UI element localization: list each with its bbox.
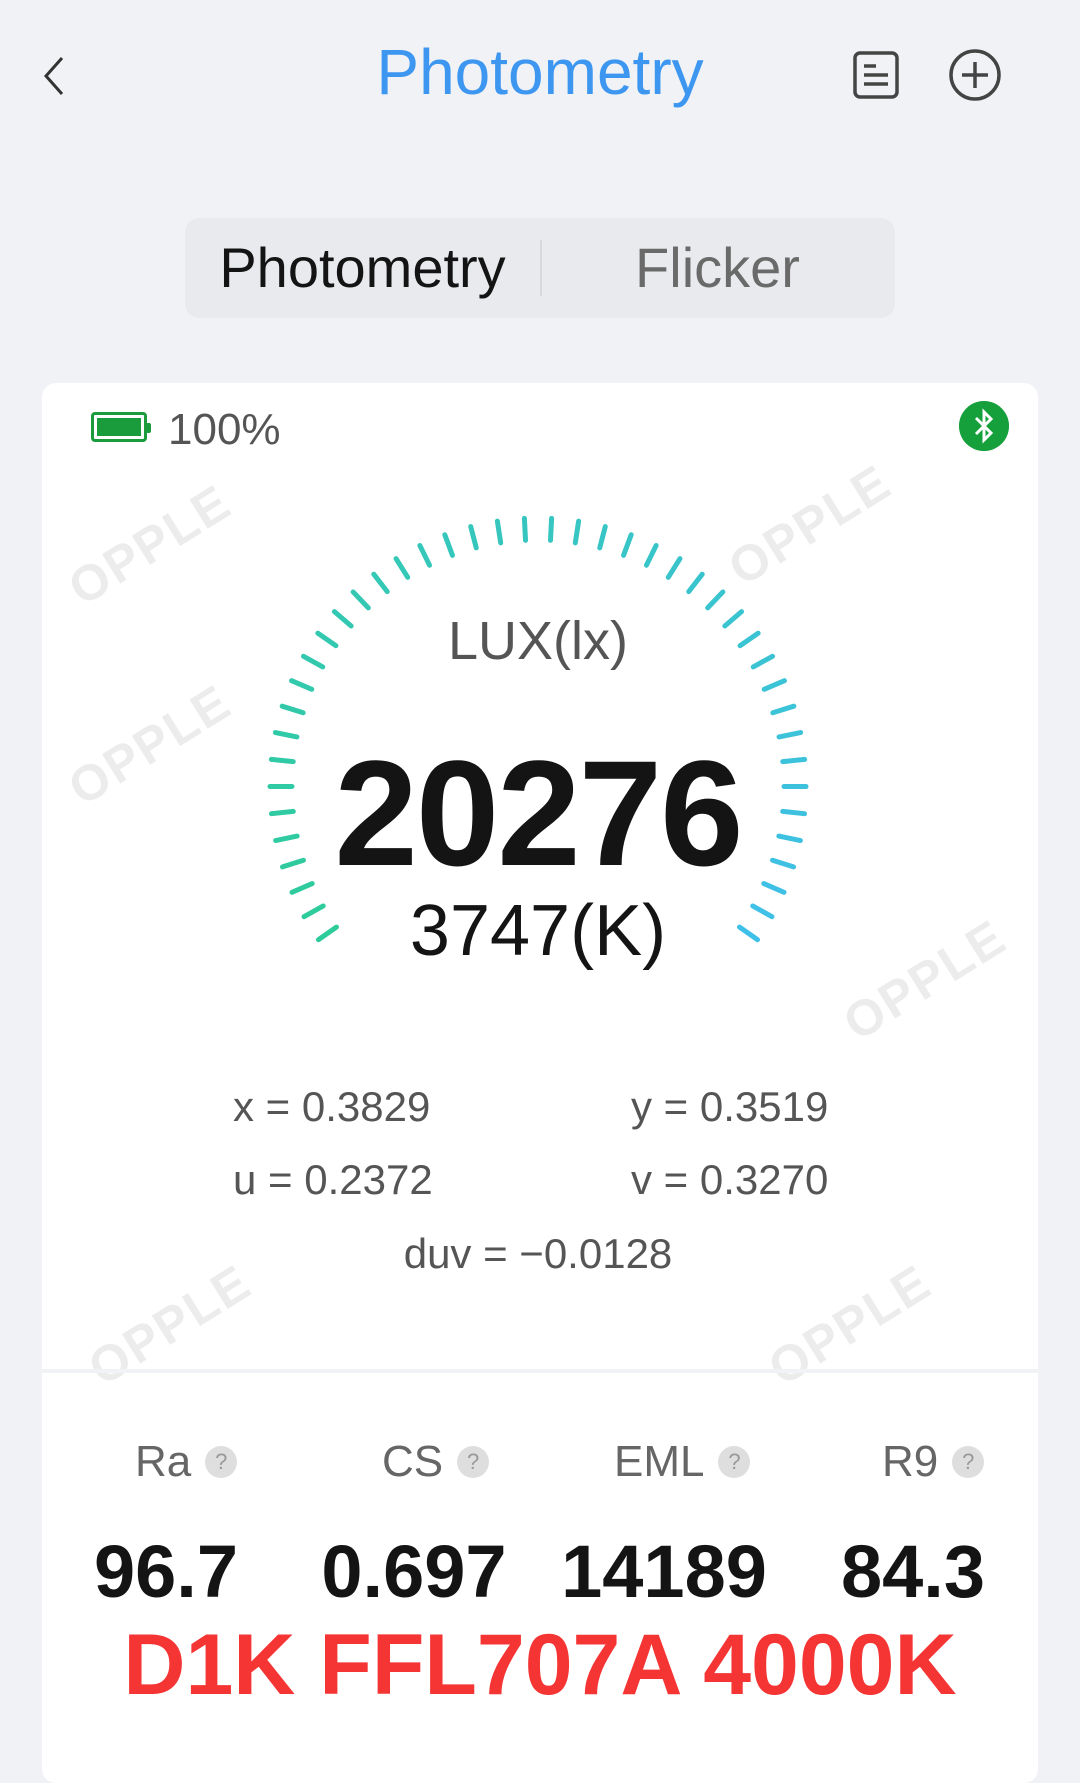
gauge-tick <box>524 518 525 540</box>
gauge-tick <box>708 592 723 608</box>
gauge-tick <box>773 860 794 867</box>
gauge-tick <box>764 681 784 690</box>
cct-value: 3747(K) <box>410 895 666 967</box>
gauge-tick <box>783 759 805 761</box>
metric-value-cs: 0.697 <box>304 1535 524 1609</box>
gauge-tick <box>773 706 794 713</box>
lux-value: 20276 <box>334 738 741 888</box>
gauge-tick <box>445 535 453 556</box>
gauge-tick <box>668 559 680 578</box>
gauge-tick <box>725 612 742 626</box>
metric-label-text: Ra <box>135 1440 191 1484</box>
gauge-tick <box>783 811 805 813</box>
gauge-tick <box>292 884 312 893</box>
gauge-tick <box>334 612 351 626</box>
model-caption: D1K FFL707A 4000K <box>0 1622 1080 1708</box>
metric-label-eml: EML? <box>614 1440 750 1484</box>
gauge-tick <box>303 656 322 667</box>
gauge-tick <box>624 535 632 556</box>
gauge-tick <box>753 906 772 917</box>
gauge-tick <box>374 574 387 591</box>
gauge-tick <box>764 884 784 893</box>
gauge-tick <box>353 592 368 608</box>
gauge-tick <box>646 545 656 565</box>
metric-label-text: CS <box>382 1440 443 1484</box>
metric-value-r9: 84.3 <box>803 1535 1023 1609</box>
section-divider <box>42 1369 1038 1373</box>
gauge-tick <box>740 927 758 940</box>
help-icon[interactable]: ? <box>718 1446 750 1478</box>
duv-value: duv = −0.0128 <box>404 1233 673 1275</box>
chromaticity-y: y = 0.3519 <box>631 1086 828 1128</box>
metric-value-eml: 14189 <box>554 1535 774 1609</box>
gauge-tick <box>550 518 551 540</box>
gauge-tick <box>271 759 293 761</box>
gauge-tick <box>304 906 323 917</box>
gauge-tick <box>318 927 336 940</box>
metric-label-cs: CS? <box>382 1440 489 1484</box>
gauge-tick <box>396 559 408 578</box>
gauge-tick <box>318 633 336 646</box>
lux-label: LUX(lx) <box>448 614 628 668</box>
gauge-tick <box>779 836 801 840</box>
metric-value-ra: 96.7 <box>56 1535 276 1609</box>
help-icon[interactable]: ? <box>952 1446 984 1478</box>
gauge-tick <box>753 656 772 667</box>
gauge-tick <box>275 733 297 737</box>
help-icon[interactable]: ? <box>457 1446 489 1478</box>
chromaticity-u: u = 0.2372 <box>233 1159 433 1201</box>
metric-label-ra: Ra? <box>135 1440 237 1484</box>
gauge-tick <box>600 527 606 548</box>
gauge-tick <box>575 521 578 543</box>
gauge-tick <box>497 521 500 543</box>
chromaticity-v: v = 0.3270 <box>631 1159 828 1201</box>
gauge-tick <box>689 574 702 591</box>
gauge-tick <box>271 811 293 813</box>
gauge-tick <box>282 860 303 867</box>
chromaticity-x: x = 0.3829 <box>233 1086 430 1128</box>
metric-label-text: R9 <box>882 1440 938 1484</box>
help-icon[interactable]: ? <box>205 1446 237 1478</box>
metric-label-text: EML <box>614 1440 704 1484</box>
gauge-tick <box>292 681 312 690</box>
gauge-tick <box>420 545 430 565</box>
gauge-tick <box>282 706 303 713</box>
metric-label-r9: R9? <box>882 1440 984 1484</box>
gauge-tick <box>779 733 801 737</box>
gauge-tick <box>276 836 298 840</box>
gauge-tick <box>471 527 477 548</box>
gauge-tick <box>740 633 758 646</box>
